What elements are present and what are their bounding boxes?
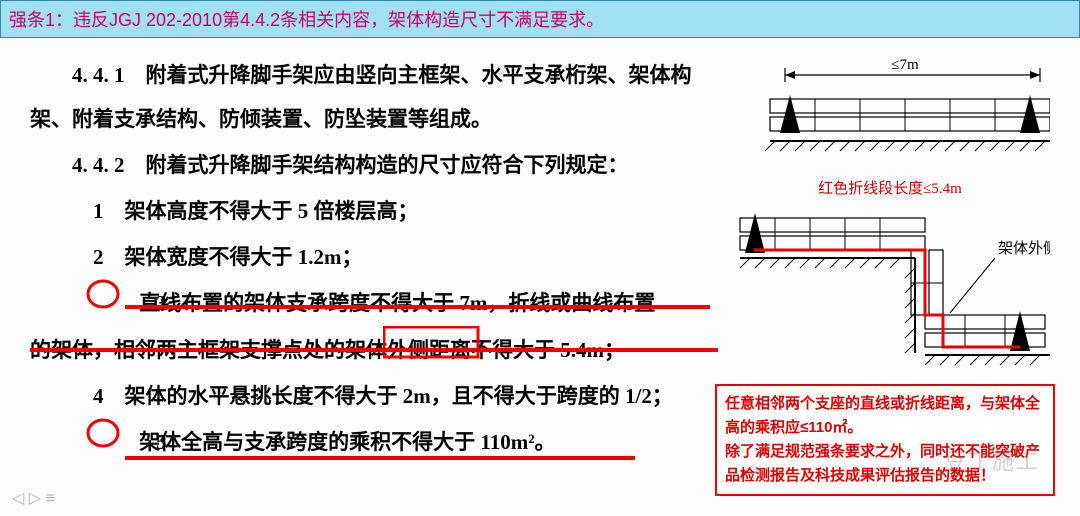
clause-442-1: 1 架体高度不得大于 5 倍楼层高； <box>30 189 700 233</box>
clause-442-head: 4. 4. 2 附着式升降脚手架结构构造的尺寸应符合下列规定： <box>30 143 700 187</box>
clause-3-text-b: 的架体，相邻两主框架支撑点处的架体 <box>30 338 387 362</box>
scaffold-diagram: ≤7m <box>720 53 1050 393</box>
clause-442-5: 5 架体全高与支承跨度的乘积不得大于 110m²。 <box>30 420 700 464</box>
note-line1: 任意相邻两个支座的直线或折线距离，与架体全高的乘积应≤110㎡。 <box>725 392 1045 440</box>
dim-7m: ≤7m <box>891 57 919 73</box>
boxed-term: 外侧距离 <box>387 338 471 362</box>
num-3: 3 <box>156 291 167 315</box>
regulation-text: 4. 4. 1 附着式升降脚手架应由竖向主框架、水平支承桁架、架体构架、附着支承… <box>30 53 700 466</box>
clause-442-3-cont: 的架体，相邻两主框架支撑点处的架体外侧距离不得大于 5.4m； <box>30 328 700 372</box>
top-plan <box>765 95 1050 151</box>
header-bar: 强条1：违反JGJ 202-2010第4.4.2条相关内容，架体构造尺寸不满足要… <box>0 0 1080 38</box>
clause-441: 4. 4. 1 附着式升降脚手架应由竖向主框架、水平支承桁架、架体构架、附着支承… <box>30 53 700 141</box>
slide-nav[interactable]: ◁ ▷ ≡ <box>12 488 55 508</box>
clause-5-text: 架体全高与支承跨度的乘积不得大于 110m²。 <box>139 430 555 454</box>
note-box: 任意相邻两个支座的直线或折线距离，与架体全高的乘积应≤110㎡。 除了满足规范强… <box>715 384 1055 496</box>
label-outside: 架体外侧 <box>998 240 1050 257</box>
label-54m: 红色折线段长度≤5.4m <box>818 180 962 197</box>
clause-3-text-c: 不得大于 5.4m； <box>471 338 625 362</box>
header-text: 强条1：违反JGJ 202-2010第4.4.2条相关内容，架体构造尺寸不满足要… <box>9 10 604 30</box>
bottom-plan: 架体外侧 <box>740 213 1050 365</box>
clause-3-text-a: 直线布置的架体支承跨度不得大于 7m，折线或曲线布置 <box>139 291 655 315</box>
clause-442-4: 4 架体的水平悬挑长度不得大于 2m，且不得大于跨度的 1/2； <box>30 374 700 418</box>
clause-442-3: 3 直线布置的架体支承跨度不得大于 7m，折线或曲线布置 <box>30 281 700 325</box>
num-5: 5 <box>156 430 167 454</box>
watermark: 豆丁施工 <box>944 444 1040 476</box>
clause-442-2: 2 架体宽度不得大于 1.2m； <box>30 235 700 279</box>
